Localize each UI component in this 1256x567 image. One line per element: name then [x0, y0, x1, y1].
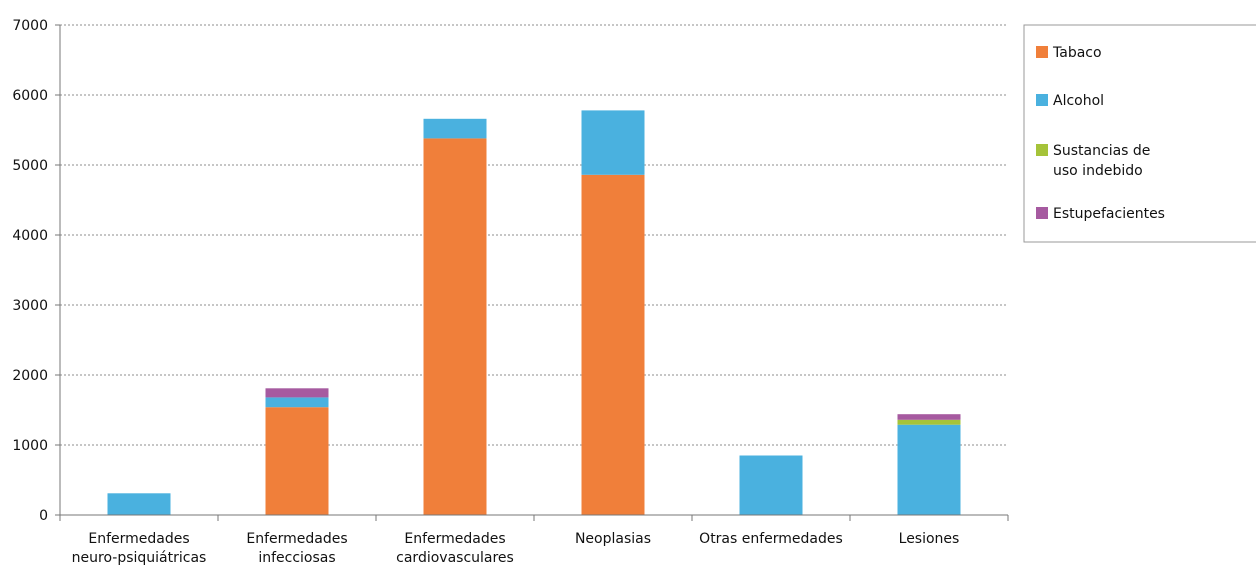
legend: Tabaco Alcohol Sustancias de uso indebido Es… — [1024, 25, 1256, 242]
y-tick-label: 3000 — [12, 298, 48, 314]
x-tick-label: Enfermedades — [246, 531, 347, 547]
bar-segment-tabaco — [582, 175, 645, 515]
x-tick-label: Neoplasias — [575, 531, 651, 547]
x-tick-label: neuro-psiquiátricas — [72, 550, 207, 566]
y-tick-label: 6000 — [12, 88, 48, 104]
y-tick-label: 7000 — [12, 18, 48, 34]
legend-swatch — [1036, 144, 1048, 156]
legend-label: Estupefacientes — [1053, 206, 1165, 222]
x-axis: Enfermedades neuro-psiquiátricas Enfermeda… — [60, 515, 1008, 566]
y-tick-label: 1000 — [12, 438, 48, 454]
x-tick-label: Lesiones — [899, 531, 960, 547]
bar-segment-tabaco — [424, 138, 487, 515]
bar-segment-tabaco — [266, 407, 329, 515]
x-tick-label: Enfermedades — [404, 531, 505, 547]
bar-segment-estupefacientes — [266, 388, 329, 397]
y-tick-label: 2000 — [12, 368, 48, 384]
y-tick-label: 5000 — [12, 158, 48, 174]
bar-segment-alcohol — [108, 493, 171, 515]
y-tick-label: 4000 — [12, 228, 48, 244]
legend-swatch — [1036, 207, 1048, 219]
x-tick-label: Otras enfermedades — [699, 531, 843, 547]
legend-label: Sustancias de — [1053, 143, 1150, 159]
gridlines — [60, 25, 1008, 445]
legend-label: Tabaco — [1052, 45, 1102, 61]
x-tick-label: cardiovasculares — [396, 550, 514, 566]
x-tick-label: infecciosas — [258, 550, 335, 566]
bar-segment-alcohol — [740, 456, 803, 516]
legend-swatch — [1036, 94, 1048, 106]
legend-label: Alcohol — [1053, 93, 1104, 109]
bar-segment-alcohol — [266, 397, 329, 407]
legend-swatch — [1036, 46, 1048, 58]
bar-segment-estupefacientes — [898, 414, 961, 420]
y-axis: 0 1000 2000 3000 4000 5000 6000 7000 — [12, 18, 60, 524]
legend-label: uso indebido — [1053, 163, 1143, 179]
y-tick-label: 0 — [39, 508, 48, 524]
x-tick-label: Enfermedades — [88, 531, 189, 547]
bar-segment-sustancias-de-uso-indebido — [898, 420, 961, 425]
bars — [108, 110, 961, 515]
bar-segment-alcohol — [582, 110, 645, 174]
bar-segment-alcohol — [424, 119, 487, 139]
bar-segment-alcohol — [898, 425, 961, 515]
